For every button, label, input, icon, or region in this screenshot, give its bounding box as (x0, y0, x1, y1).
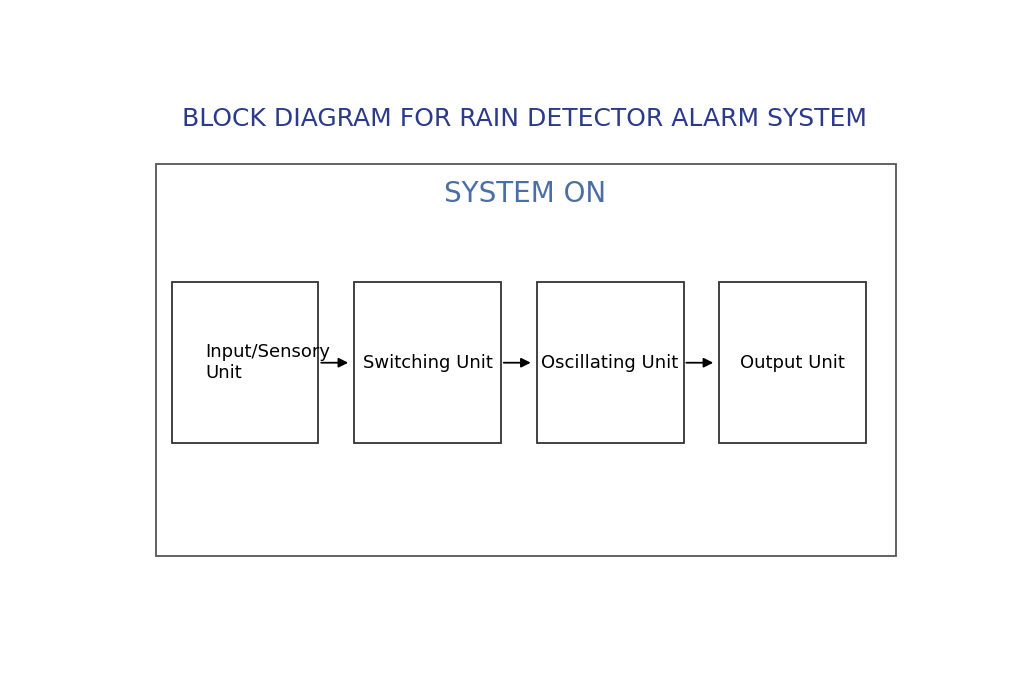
Text: SYSTEM ON: SYSTEM ON (443, 180, 606, 208)
Bar (172, 282, 318, 443)
Bar (719, 282, 866, 443)
Text: BLOCK DIAGRAM FOR RAIN DETECTOR ALARM SYSTEM: BLOCK DIAGRAM FOR RAIN DETECTOR ALARM SY… (182, 107, 867, 130)
Text: Oscillating Unit: Oscillating Unit (542, 353, 679, 372)
Bar (156, 164, 896, 556)
Text: Output Unit: Output Unit (740, 353, 845, 372)
Bar (354, 282, 501, 443)
Bar (537, 282, 683, 443)
Text: Switching Unit: Switching Unit (362, 353, 493, 372)
Text: Input/Sensory
Unit: Input/Sensory Unit (206, 344, 331, 382)
